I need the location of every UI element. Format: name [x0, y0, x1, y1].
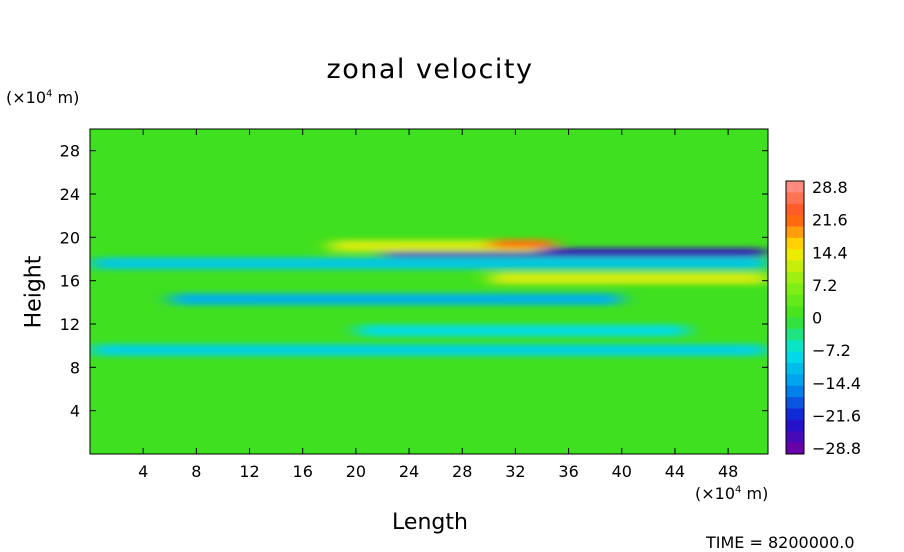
- colorbar-cell: [786, 431, 804, 444]
- colorbar-cell: [786, 226, 804, 239]
- heatmap-band-2: [488, 239, 556, 249]
- colorbar-cell: [786, 408, 804, 421]
- colorbar-cell: [786, 181, 804, 193]
- x-axis-unit: (×104 m): [695, 484, 769, 503]
- colorbar-label: −7.2: [812, 341, 851, 360]
- x-tick-label: 40: [612, 462, 632, 481]
- colorbar-label: 14.4: [812, 243, 848, 262]
- colorbar-cell: [786, 442, 804, 455]
- x-axis-label: Length: [392, 510, 468, 535]
- heatmap-band-1: [329, 240, 542, 252]
- x-tick-label: 24: [399, 462, 419, 481]
- y-tick-label: 12: [60, 315, 80, 334]
- heatmap-band-5: [169, 293, 622, 306]
- colorbar-cell: [786, 272, 804, 284]
- colorbar-label: 7.2: [812, 276, 837, 295]
- colorbar-cell: [786, 260, 804, 273]
- x-tick-label: 48: [718, 462, 738, 481]
- heatmap-band-4: [488, 272, 768, 285]
- colorbar-label: 0: [812, 309, 822, 328]
- colorbar-label: 28.8: [812, 178, 848, 197]
- x-tick-label: 32: [505, 462, 525, 481]
- colorbar-cell: [786, 283, 804, 296]
- x-tick-label: 28: [452, 462, 472, 481]
- x-tick-label: 12: [239, 462, 259, 481]
- colorbar-frame: [785, 180, 805, 455]
- heatmap-band-3: [90, 257, 768, 270]
- colorbar-cell: [786, 328, 804, 341]
- y-tick-label: 20: [60, 228, 80, 247]
- y-tick-label: 8: [70, 358, 80, 377]
- colorbar-cell: [786, 237, 804, 250]
- colorbar-label: 21.6: [812, 211, 848, 230]
- x-tick-label: 20: [346, 462, 366, 481]
- x-tick-label: 4: [138, 462, 148, 481]
- colorbar: 28.8 21.6 14.4 7.2 0 −7.2 −14.4 −21.6 −28.8: [785, 178, 861, 458]
- heatmap-band-7: [90, 344, 768, 356]
- colorbar-label: −28.8: [812, 439, 861, 458]
- colorbar-cell: [786, 385, 804, 398]
- colorbar-cell: [786, 351, 804, 364]
- chart-title: zonal velocity: [326, 54, 534, 85]
- x-tick-label: 36: [558, 462, 578, 481]
- colorbar-cell: [786, 294, 804, 307]
- x-tick-label: 16: [293, 462, 313, 481]
- colorbar-cell: [786, 397, 804, 409]
- colorbar-cell: [786, 249, 804, 262]
- y-tick-label: 4: [70, 402, 80, 421]
- colorbar-cell: [786, 374, 804, 387]
- colorbar-label: −14.4: [812, 374, 861, 393]
- colorbar-cell: [786, 215, 804, 227]
- colorbar-cell: [786, 317, 804, 330]
- colorbar-cell: [786, 340, 804, 353]
- colorbar-cell: [786, 419, 804, 432]
- plot-background: [90, 129, 768, 454]
- colorbar-cell: [786, 306, 804, 318]
- plot-frame: [89, 128, 769, 455]
- colorbar-label: −21.6: [812, 406, 861, 425]
- heatmap-band-6: [355, 324, 689, 337]
- colorbar-cell: [786, 363, 804, 375]
- colorbar-cell: [786, 192, 804, 205]
- colorbar-cell: [786, 203, 804, 216]
- y-tick-label: 24: [60, 185, 80, 204]
- y-tick-label: 16: [60, 272, 80, 291]
- y-axis-unit: (×104 m): [6, 88, 80, 107]
- plot-area: [90, 129, 768, 454]
- x-tick-label: 44: [665, 462, 685, 481]
- x-tick-label: 8: [191, 462, 201, 481]
- y-tick-label: 28: [60, 142, 80, 161]
